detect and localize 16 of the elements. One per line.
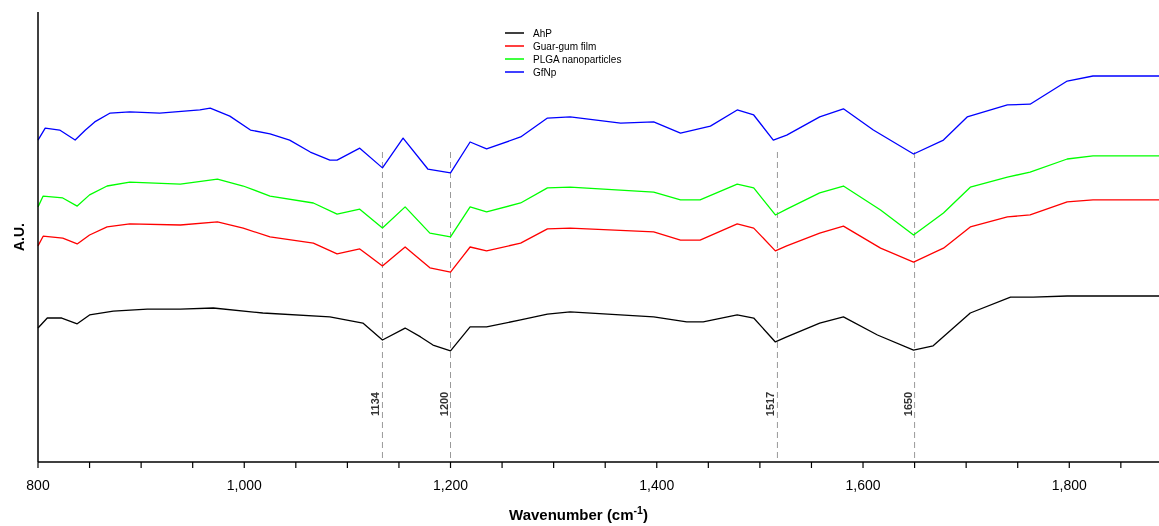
x-tick-label: 800: [26, 477, 50, 493]
ref-line-label: 1134: [369, 391, 382, 416]
ref-line-label: 1517: [764, 391, 777, 417]
ref-line-label: 1200: [437, 391, 450, 417]
legend-label: AhP: [533, 28, 553, 39]
x-tick-label: 1,000: [226, 477, 262, 493]
legend-label: Guar-gum film: [533, 41, 597, 52]
legend-label: PLGA nanoparticles: [533, 54, 622, 65]
legend-label: GfNp: [533, 67, 557, 78]
x-tick-label: 1,800: [1051, 477, 1087, 493]
y-axis-title: A.U.: [11, 223, 27, 251]
x-tick-label: 1,200: [432, 477, 469, 493]
x-tick-label: 1,400: [639, 477, 675, 493]
ref-line-label: 1650: [901, 391, 914, 417]
x-tick-label: 1,600: [845, 477, 881, 493]
x-axis-title: Wavenumber (cm$^{-1}$): [509, 504, 648, 523]
